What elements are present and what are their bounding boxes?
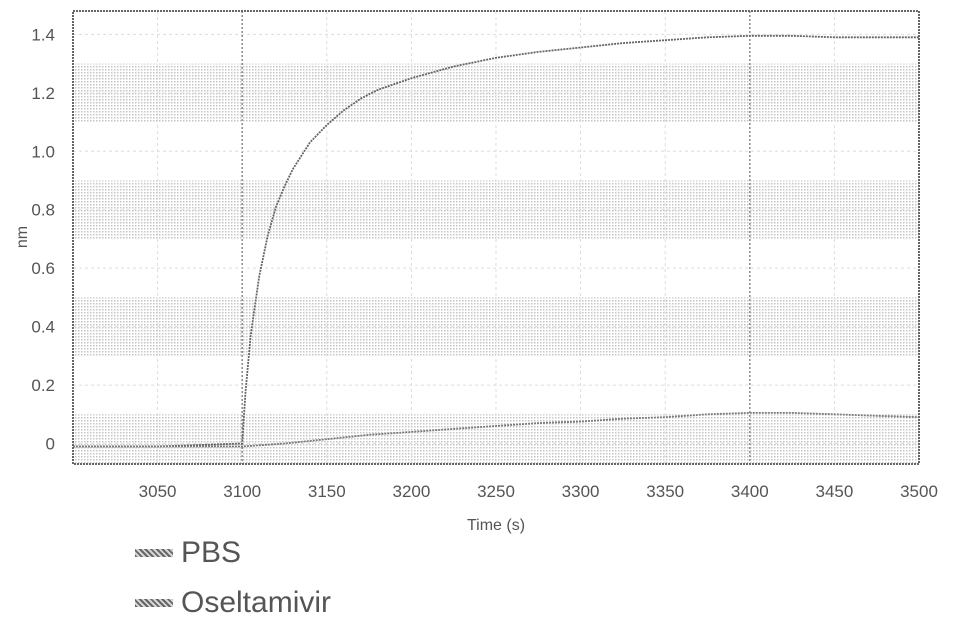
x-tick-label: 3150: [308, 482, 346, 501]
legend: PBS Oseltamivir: [135, 528, 331, 628]
legend-swatch-oseltamivir: [135, 599, 173, 607]
x-axis-title: Time (s): [467, 517, 525, 534]
legend-label-oseltamivir: Oseltamivir: [181, 586, 331, 620]
y-tick-label: 1.0: [31, 142, 55, 161]
x-tick-label: 3300: [562, 482, 600, 501]
y-tick-label: 1.4: [31, 25, 55, 44]
x-tick-label: 3200: [392, 482, 430, 501]
x-tick-label: 3250: [477, 482, 515, 501]
legend-label-pbs: PBS: [181, 536, 241, 570]
legend-swatch-pbs: [135, 549, 173, 557]
x-tick-label: 3450: [815, 482, 853, 501]
y-tick-label: 0: [46, 435, 55, 454]
y-tick-label: 0.2: [31, 376, 55, 395]
legend-item-pbs: PBS: [135, 528, 331, 578]
x-tick-label: 3100: [223, 482, 261, 501]
x-tick-label: 3350: [646, 482, 684, 501]
y-axis-title: nm: [14, 226, 31, 248]
x-tick-label: 3500: [900, 482, 938, 501]
y-tick-label: 0.6: [31, 259, 55, 278]
y-tick-label: 0.4: [31, 318, 55, 337]
x-tick-label: 3050: [139, 482, 177, 501]
x-tick-label: 3400: [731, 482, 769, 501]
y-tick-label: 1.2: [31, 84, 55, 103]
y-tick-label: 0.8: [31, 201, 55, 220]
